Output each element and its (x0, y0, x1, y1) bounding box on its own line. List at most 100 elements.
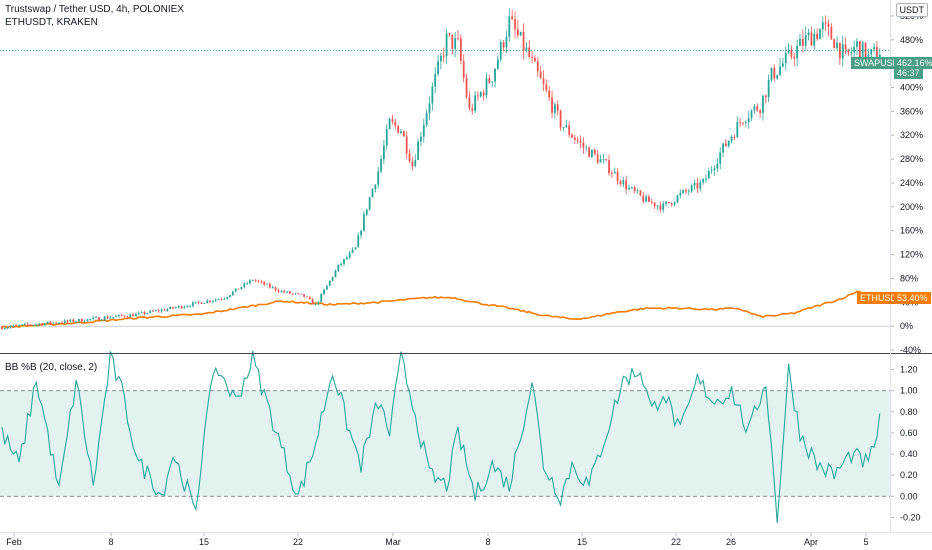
candle-body (183, 306, 186, 309)
candle-body (343, 259, 345, 264)
candle-body (494, 68, 496, 82)
candle-body (554, 104, 556, 113)
currency-unit-button[interactable]: USDT (895, 3, 928, 17)
candle-body (568, 125, 571, 135)
candle-body (516, 29, 519, 36)
chart-title[interactable]: Trustswap / Tether USD, 4h, POLONIEX (5, 4, 184, 15)
indicator-label[interactable]: BB %B (20, close, 2) (5, 362, 98, 373)
candle-body (810, 32, 813, 46)
compare-value-tag: 53.40% (894, 292, 931, 304)
indicator-axis[interactable]: 1.20 1.00 0.80 0.60 0.40 0.20 0.00 -0.20 (890, 365, 921, 523)
candle-body (508, 16, 511, 38)
candle-body (793, 56, 796, 59)
candle-body (813, 33, 816, 46)
candle-body (294, 293, 297, 295)
candle-body (824, 22, 827, 24)
candle-body (428, 103, 431, 114)
candle-body (420, 136, 422, 142)
candle-body (730, 136, 733, 141)
candle-body (385, 129, 388, 146)
candle-body (132, 314, 134, 317)
time-tick-label: 5 (863, 537, 868, 547)
candle-body (394, 121, 397, 126)
candle-body (345, 257, 348, 260)
price-tick-label: 480% (900, 35, 923, 45)
candle-body (608, 159, 610, 174)
band-fill (0, 390, 890, 497)
candle-body (123, 315, 126, 317)
candle-body (368, 197, 371, 210)
candle-body (286, 291, 288, 293)
candle-body (212, 300, 214, 302)
candle-body (277, 290, 280, 292)
candle-body (35, 324, 38, 326)
candle-body (528, 47, 531, 58)
candle-body (525, 47, 528, 51)
candle-body (801, 38, 804, 46)
candle-body (864, 42, 867, 61)
candle-body (46, 321, 49, 324)
candle-body (274, 287, 277, 291)
candle-body (488, 78, 491, 83)
candle-body (747, 118, 750, 123)
time-tick-label: Feb (6, 537, 22, 547)
candle-body (209, 300, 211, 302)
candle-body (687, 191, 690, 193)
candle-body (784, 52, 787, 64)
candle-body (103, 316, 106, 320)
candle-body (876, 47, 878, 58)
candle-body (522, 31, 525, 51)
candle-body (445, 33, 448, 57)
candle-body (311, 299, 314, 305)
candle-body (799, 38, 801, 46)
candle-body (679, 192, 682, 196)
candle-body (15, 325, 18, 326)
candle-body (115, 316, 117, 317)
candle-body (135, 313, 137, 317)
candle-body (639, 190, 642, 196)
candle-body (602, 159, 605, 160)
candle-body (169, 306, 172, 309)
candle-body (149, 310, 152, 314)
candle-body (89, 318, 92, 320)
candle-body (821, 22, 824, 30)
time-tick-label: 15 (577, 537, 587, 547)
candle-body (576, 139, 579, 142)
price-tick-label: 160% (900, 226, 923, 236)
candle-body (377, 171, 380, 185)
candle-body (308, 297, 311, 300)
candle-body (303, 294, 305, 297)
candle-body (391, 119, 394, 122)
candle-body (844, 44, 847, 50)
compare-symbol-label[interactable]: ETHUSDT, KRAKEN (5, 17, 98, 28)
candle-body (12, 325, 15, 327)
candle-body (18, 325, 20, 326)
candle-body (371, 189, 374, 198)
candle-body (548, 90, 551, 98)
candle-body (531, 57, 533, 58)
candle-body (702, 179, 704, 183)
candle-body (117, 314, 120, 317)
candle-body (571, 134, 573, 138)
candle-body (856, 41, 858, 47)
indicator-tick-label: 1.00 (900, 386, 918, 396)
candle-body (32, 325, 35, 326)
candle-body (140, 312, 143, 313)
candle-body (337, 264, 340, 271)
candle-body (58, 322, 60, 324)
candle-body (733, 136, 736, 138)
candle-body (408, 153, 411, 162)
candle-body (60, 322, 63, 324)
candle-body (650, 202, 653, 203)
candle-body (816, 33, 818, 39)
time-axis[interactable]: Feb 8 15 22 Mar 8 15 22 26 Apr 5 (6, 532, 869, 547)
candle-body (653, 202, 656, 207)
candle-body (3, 328, 6, 330)
price-tick-label: 360% (900, 106, 923, 116)
candle-body (29, 324, 32, 326)
candle-body (351, 249, 354, 253)
candle-body (231, 291, 234, 296)
candle-body (545, 84, 548, 91)
candle-body (271, 287, 274, 288)
